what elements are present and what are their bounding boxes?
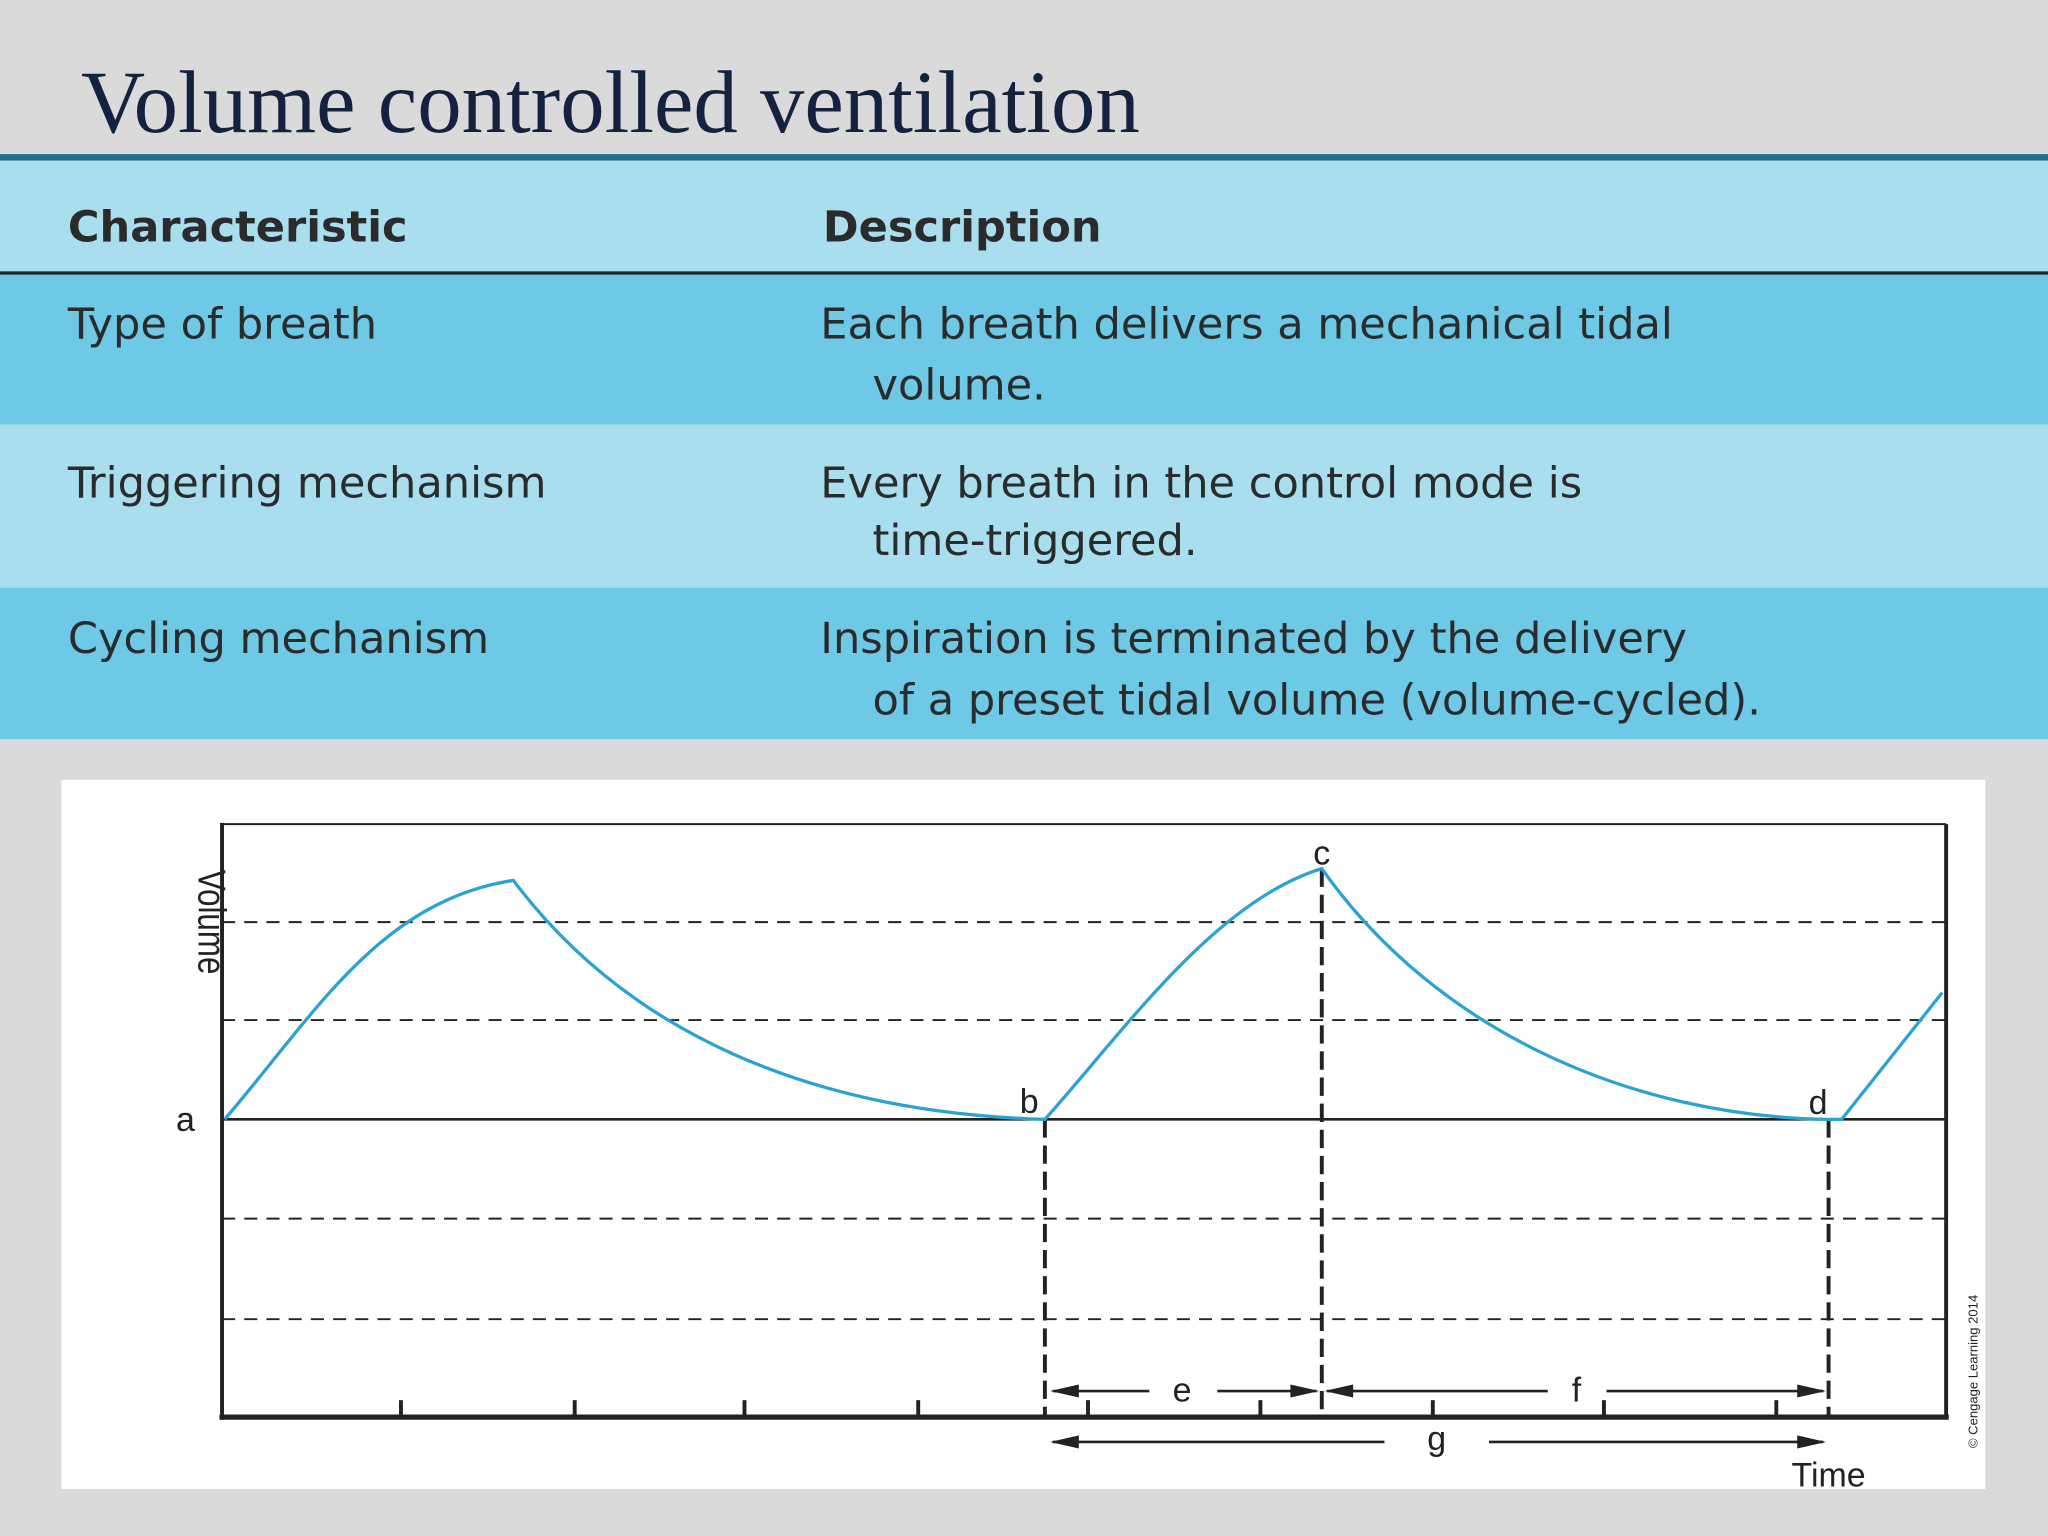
- header-row: [0, 160, 2048, 273]
- interval-label: g: [1427, 1420, 1446, 1458]
- cell: volume.: [872, 361, 1045, 411]
- interval-arrows: [1050, 1384, 1826, 1449]
- diagram-panel: [61, 779, 1986, 1489]
- point-label: d: [1809, 1084, 1828, 1122]
- cell: Triggering mechanism: [67, 459, 547, 509]
- point-label: a: [176, 1101, 195, 1139]
- cell: Every breath in the control mode is: [820, 459, 1582, 509]
- volume-curve: [223, 866, 1944, 1122]
- cell: Cycling mechanism: [68, 614, 489, 664]
- table-row: [0, 272, 2048, 425]
- cell: Type of breath: [67, 299, 377, 349]
- cell: Each breath delivers a mechanical tidal: [820, 299, 1673, 349]
- slide-title: Volume controlled ventilation: [81, 54, 1140, 152]
- interval-label: e: [1173, 1371, 1192, 1409]
- credit: © Cengage Learning 2014: [1965, 1295, 1980, 1448]
- ticks: [399, 1400, 1779, 1418]
- title-rule: [0, 154, 2048, 161]
- header-cell: Description: [823, 203, 1102, 253]
- x-axis-label: Time: [1791, 1456, 1865, 1494]
- frame: [219, 822, 1949, 1420]
- cell: Inspiration is terminated by the deliver…: [820, 614, 1687, 664]
- cell: of a preset tidal volume (volume-cycled)…: [872, 675, 1760, 725]
- table-row: [0, 587, 2048, 740]
- dashed-markers: [1042, 868, 1831, 1418]
- point-label: b: [1020, 1083, 1039, 1121]
- header-cell: Characteristic: [68, 203, 408, 253]
- cell: time-triggered.: [872, 516, 1197, 566]
- interval-label: f: [1572, 1371, 1582, 1409]
- y-axis-label: Volume: [190, 870, 234, 975]
- table-row: [0, 424, 2048, 588]
- point-label: c: [1313, 835, 1330, 873]
